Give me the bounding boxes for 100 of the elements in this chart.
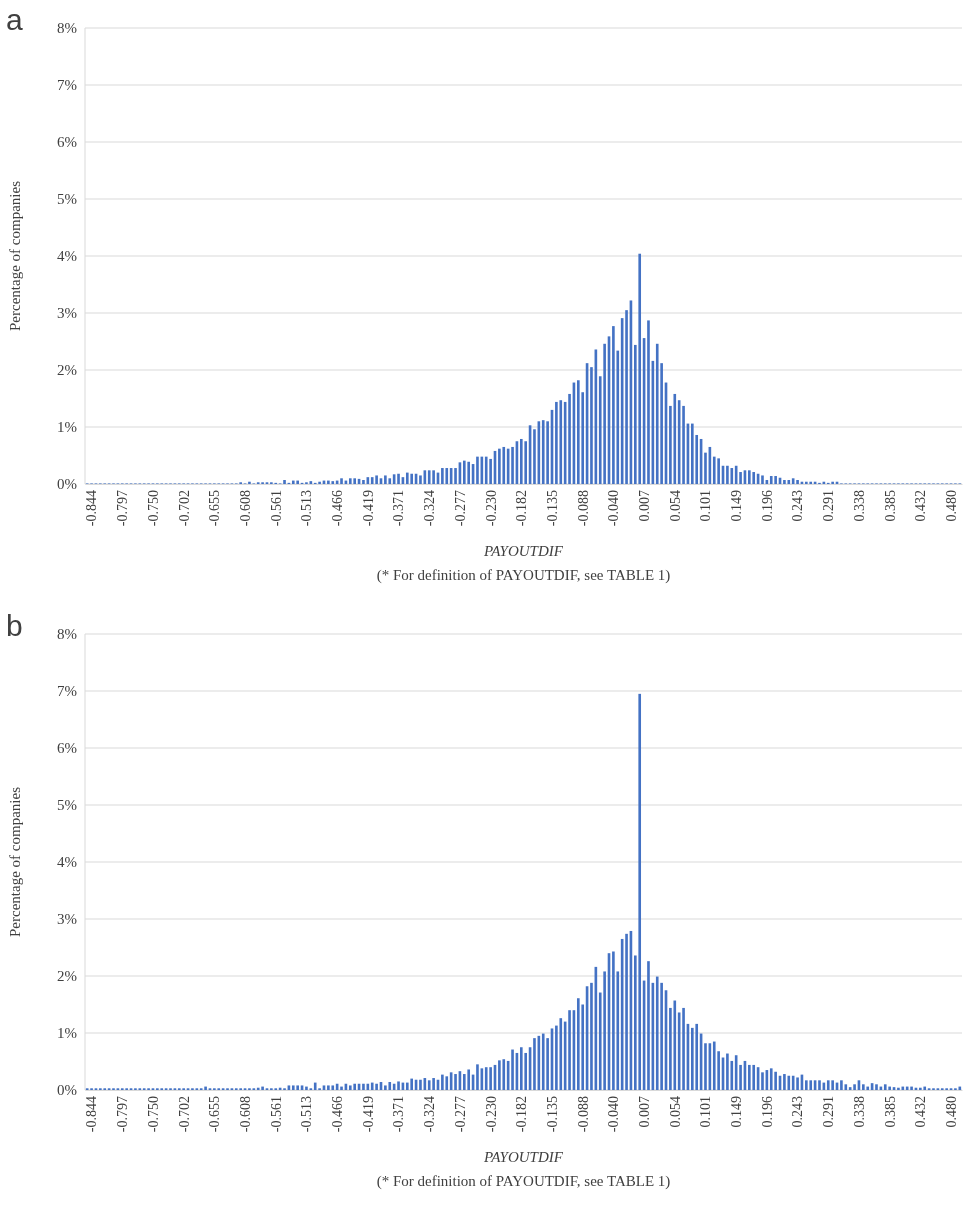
bar [590, 982, 593, 1090]
bar [862, 1084, 865, 1090]
bar [726, 1053, 729, 1090]
x-tick-label: -0.182 [514, 490, 530, 527]
bar [533, 429, 536, 484]
bar [432, 1078, 435, 1090]
x-tick-label: -0.419 [360, 1096, 376, 1133]
y-tick-label: 5% [57, 191, 77, 208]
bar [805, 1080, 808, 1090]
bar [783, 1074, 786, 1090]
bar [467, 461, 470, 484]
bar [283, 480, 286, 484]
bar [826, 1080, 830, 1090]
bar [296, 480, 299, 484]
bar [340, 1086, 343, 1090]
bar [248, 481, 251, 484]
x-tick-label: 0.101 [698, 490, 714, 522]
x-tick-label: -0.371 [391, 1096, 407, 1133]
x-tick-label: -0.088 [575, 1096, 591, 1133]
bar [787, 1075, 791, 1090]
bar [717, 458, 720, 484]
bar [853, 1084, 856, 1090]
bar [519, 438, 523, 484]
bar [484, 456, 488, 484]
x-tick-label: -0.230 [483, 1096, 499, 1133]
bar [370, 477, 374, 484]
x-tick-label: -0.040 [606, 490, 622, 527]
x-tick-label: 0.007 [636, 1096, 652, 1128]
bar [462, 460, 466, 484]
bar [353, 478, 356, 484]
bar [638, 253, 642, 484]
bar [625, 310, 628, 484]
x-tick-label: -0.135 [544, 490, 560, 527]
bar [489, 1067, 492, 1090]
bar [647, 961, 650, 1090]
bar [467, 1069, 470, 1090]
x-tick-label: 0.338 [851, 1096, 867, 1128]
bar [875, 1084, 878, 1090]
bar [405, 1082, 409, 1090]
bar [511, 446, 514, 484]
x-tick-label: 0.054 [667, 490, 683, 522]
x-tick-label: -0.702 [176, 490, 192, 527]
bar [603, 971, 606, 1090]
bar [761, 1072, 764, 1090]
bar [682, 1007, 685, 1090]
x-tick-label: -0.040 [606, 1096, 622, 1133]
y-tick-label: 6% [57, 134, 77, 151]
bar [502, 446, 506, 484]
y-tick-label: 8% [57, 20, 77, 37]
y-tick-label: 3% [57, 305, 77, 322]
bar [577, 380, 580, 484]
x-tick-label: 0.480 [943, 1096, 959, 1128]
x-tick-label: -0.702 [176, 1096, 192, 1133]
bar [726, 465, 729, 484]
text: (* For definition of PAYOUTDIF, see TABLE 1) [376, 1173, 671, 1190]
bar [441, 1074, 444, 1090]
x-tick-label: 0.291 [821, 1096, 837, 1128]
bar [327, 1085, 330, 1090]
bar [375, 475, 378, 484]
bar [318, 481, 321, 484]
bar [405, 472, 409, 484]
x-tick-label: -0.371 [391, 490, 407, 527]
bar [783, 480, 786, 484]
bar [831, 481, 834, 484]
bar [388, 478, 392, 484]
bar [840, 1080, 843, 1090]
bar [291, 1085, 295, 1090]
bar [348, 1085, 352, 1090]
bar [761, 475, 764, 484]
bar [691, 1027, 694, 1090]
bar [673, 1000, 677, 1090]
bar [502, 1059, 506, 1090]
bar [809, 481, 813, 484]
bar [559, 400, 563, 484]
y-tick-label: 2% [57, 362, 77, 379]
y-tick-label: 7% [57, 683, 77, 700]
x-tick-label: -0.277 [452, 490, 468, 527]
x-tick-label: -0.750 [145, 490, 161, 527]
x-tick-label: 0.480 [943, 490, 959, 522]
x-tick-label: 0.007 [636, 490, 652, 522]
bar [673, 393, 677, 484]
bar [712, 456, 716, 484]
bar [427, 1080, 431, 1090]
bar [739, 1064, 742, 1090]
x-tick-label: 0.385 [882, 1096, 898, 1128]
bar [730, 468, 734, 484]
bar [419, 1079, 422, 1090]
bar [695, 1023, 699, 1090]
bar [769, 1068, 773, 1090]
bar [454, 1074, 457, 1090]
bar [397, 473, 400, 484]
bar [603, 343, 606, 484]
bar [410, 473, 413, 484]
bar [559, 1018, 563, 1090]
bar [897, 1087, 900, 1090]
x-tick-label: 0.432 [913, 1096, 929, 1128]
bar [787, 480, 791, 484]
x-axis-title: PAYOUTDIF [483, 1149, 564, 1165]
x-tick-label: -0.513 [299, 1096, 315, 1133]
bar [809, 1080, 813, 1090]
